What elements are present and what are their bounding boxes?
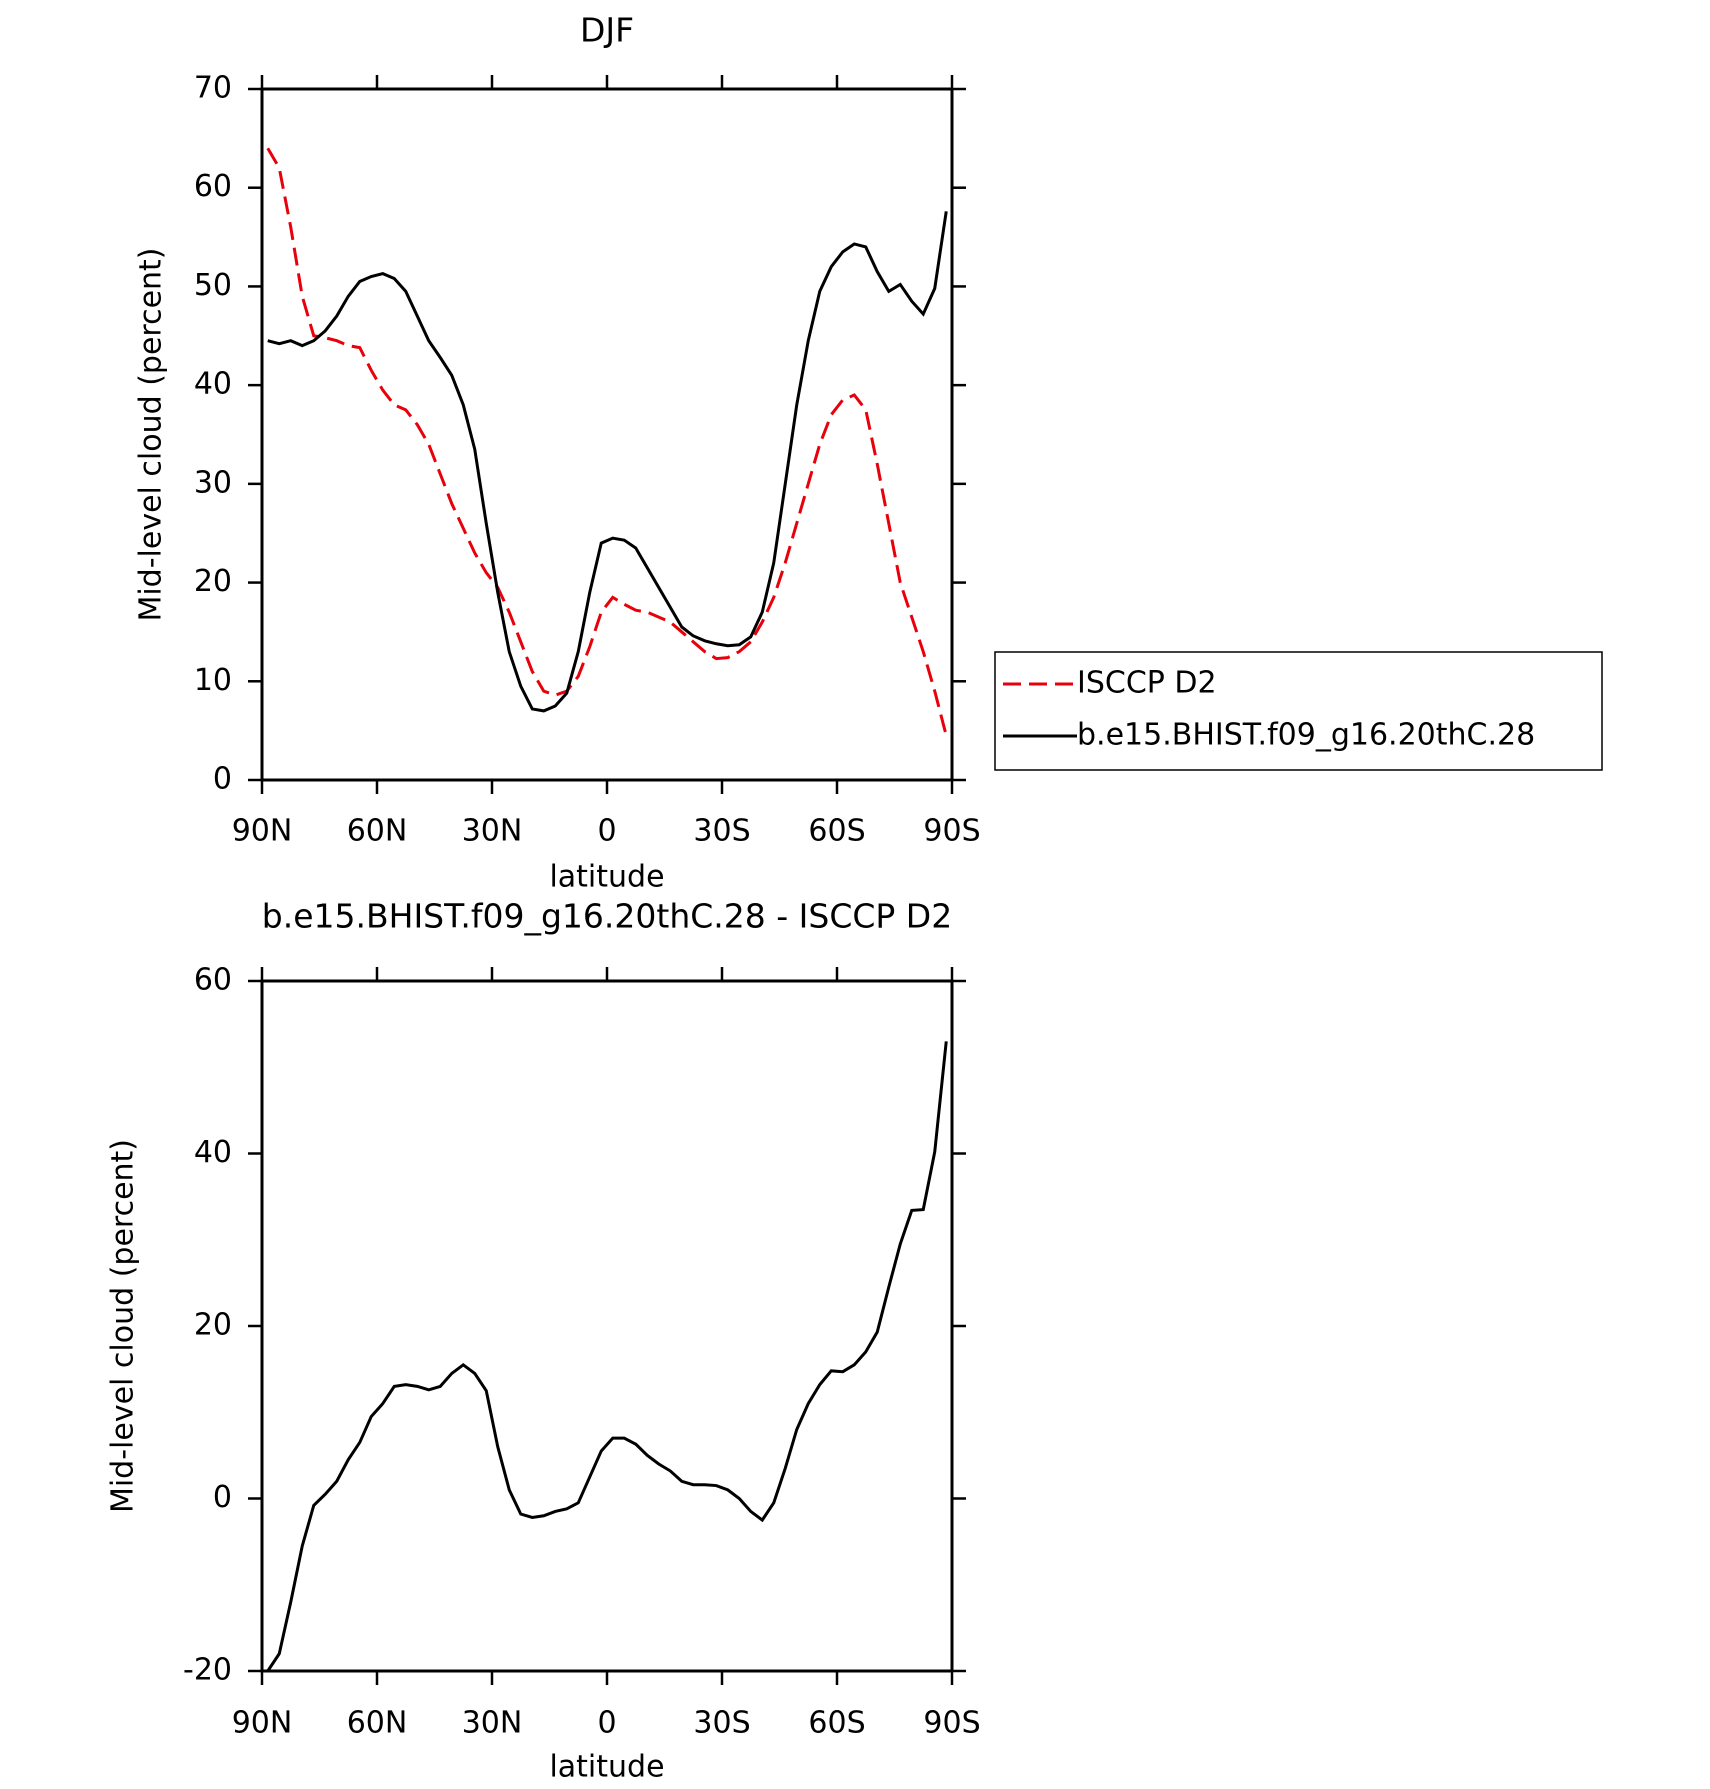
legend-label: b.e15.BHIST.f09_g16.20thC.28: [1077, 718, 1535, 753]
x-tick-label: 90S: [923, 814, 980, 849]
y-axis-label: Mid-level cloud (percent): [134, 247, 169, 621]
chart-title: b.e15.BHIST.f09_g16.20thC.28 - ISCCP D2: [262, 897, 952, 936]
x-axis-label: latitude: [549, 1750, 664, 1785]
plot-frame: [260, 87, 954, 782]
x-axis-label: latitude: [549, 860, 664, 895]
data-line: [267, 211, 948, 713]
y-tick-label: 20: [194, 564, 232, 599]
x-tick-label: 30N: [462, 814, 523, 849]
chart-title: DJF: [580, 11, 634, 50]
x-tick-label: 0: [597, 1706, 616, 1741]
x-tick-label: 60N: [347, 1706, 408, 1741]
x-tick-label: 60S: [808, 814, 865, 849]
legend-label: ISCCP D2: [1077, 666, 1217, 701]
y-tick-label: 0: [213, 762, 232, 797]
y-tick-label: 70: [194, 71, 232, 106]
y-tick-label: -20: [183, 1653, 232, 1688]
x-tick-label: 0: [597, 814, 616, 849]
plot-frame: [260, 979, 954, 1673]
y-tick-label: 40: [194, 367, 232, 402]
y-tick-label: 30: [194, 465, 232, 500]
y-tick-label: 0: [213, 1480, 232, 1515]
legend-box: [994, 651, 1603, 771]
x-tick-label: 90S: [923, 1706, 980, 1741]
x-tick-label: 60N: [347, 814, 408, 849]
y-tick-label: 60: [194, 169, 232, 204]
y-tick-label: 40: [194, 1135, 232, 1170]
x-tick-label: 60S: [808, 1706, 865, 1741]
y-tick-label: 10: [194, 663, 232, 698]
x-tick-label: 30S: [693, 1706, 750, 1741]
y-tick-label: 20: [194, 1308, 232, 1343]
x-tick-label: 90N: [232, 1706, 293, 1741]
y-tick-label: 50: [194, 268, 232, 303]
data-line: [266, 1041, 948, 1672]
data-line: [266, 147, 948, 736]
x-tick-label: 30S: [693, 814, 750, 849]
y-axis-label: Mid-level cloud (percent): [106, 1139, 141, 1513]
y-tick-label: 60: [194, 963, 232, 998]
x-tick-label: 30N: [462, 1706, 523, 1741]
x-tick-label: 90N: [232, 814, 293, 849]
